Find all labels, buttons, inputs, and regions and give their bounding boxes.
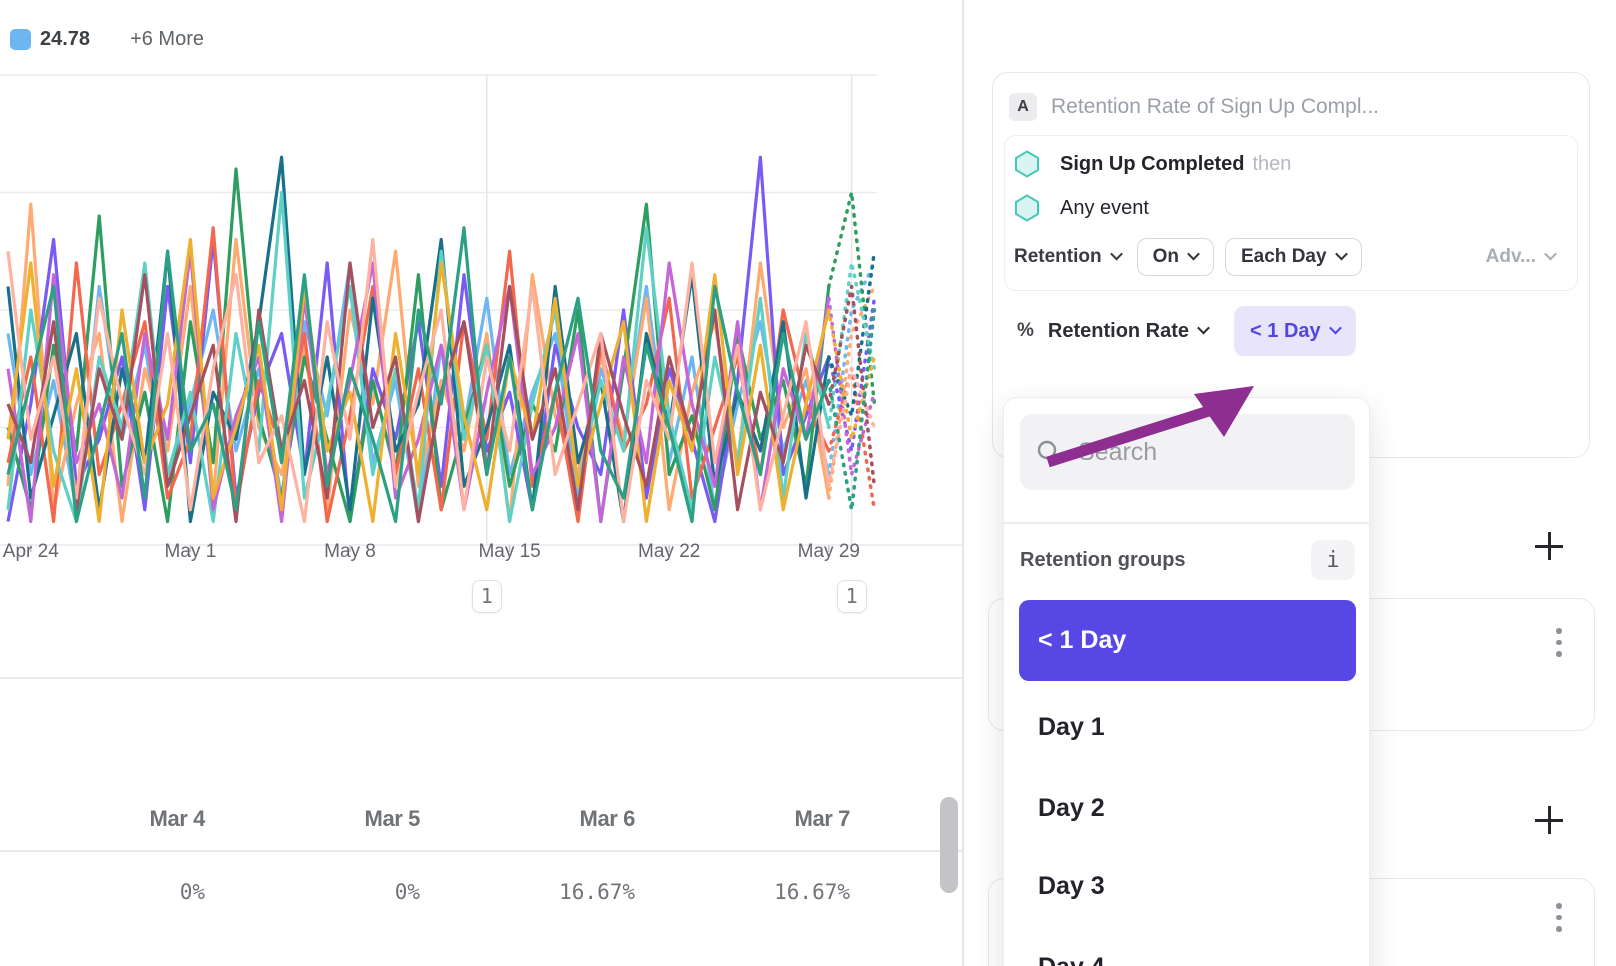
retention-group-dropdown[interactable]: < 1 Day [1234, 306, 1356, 356]
card-header: A Retention Rate of Sign Up Compl... [993, 73, 1589, 135]
chevron-down-icon [1335, 248, 1348, 261]
pane-divider [962, 0, 964, 966]
dropdown-option-day-1[interactable]: Day 1 [1019, 705, 1356, 749]
kebab-icon [1556, 628, 1562, 634]
event-row-1[interactable]: Sign Up Completed then [1014, 150, 1561, 178]
vertical-scrollbar[interactable] [940, 797, 958, 893]
card-title: Retention Rate of Sign Up Compl... [1051, 95, 1379, 119]
hexagon-event-icon [1014, 150, 1040, 178]
table-header-row: Mar 4Mar 5Mar 6Mar 7 [0, 806, 860, 832]
table-value-cell: 16.67% [430, 880, 645, 904]
table-value-cell: 16.67% [645, 880, 860, 904]
metric-dropdown[interactable]: Retention Rate [1048, 320, 1208, 343]
chevron-down-icon [1110, 248, 1123, 261]
retention-type-dropdown[interactable]: Retention [1014, 246, 1121, 268]
event-suffix: then [1252, 153, 1291, 176]
series-swatch [10, 29, 31, 50]
table-value-cell: 0% [0, 880, 215, 904]
chevron-down-icon [1544, 248, 1557, 261]
on-dropdown[interactable]: On [1137, 238, 1214, 276]
event-name: Sign Up Completed [1060, 153, 1244, 176]
x-axis-label: Apr 24 [3, 541, 59, 563]
chevron-down-icon [1197, 322, 1210, 335]
series-a-badge: A [1009, 93, 1037, 121]
info-icon[interactable]: i [1311, 540, 1355, 580]
x-axis-label: May 29 [798, 541, 860, 563]
percent-icon: % [1017, 320, 1034, 342]
metric-row: % Retention Rate < 1 Day [1017, 306, 1589, 356]
table-header-cell: Mar 7 [645, 806, 860, 832]
table-value-row: 0%0%16.67%16.67% [0, 880, 860, 904]
event-name: Any event [1060, 197, 1149, 220]
annotation-badge[interactable]: 1 [837, 580, 867, 613]
retention-table: Mar 4Mar 5Mar 6Mar 7 0%0%16.67%16.67% [0, 806, 860, 904]
chart-card-bottom-divider [0, 677, 962, 679]
chart-pane: 24.78 +6 More Apr 24 May 1 May 8 May 15 May … [0, 0, 962, 966]
more-options-button[interactable] [1552, 624, 1566, 661]
table-header-cell: Mar 4 [0, 806, 215, 832]
add-metric-button[interactable] [1532, 803, 1566, 837]
kebab-icon [1556, 903, 1562, 909]
interval-dropdown[interactable]: Each Day [1225, 238, 1362, 276]
search-input[interactable] [1078, 438, 1339, 467]
table-header-cell: Mar 5 [215, 806, 430, 832]
event-row-2[interactable]: Any event [1014, 194, 1561, 222]
advanced-dropdown[interactable]: Adv... [1486, 246, 1555, 268]
x-axis-label: May 15 [478, 541, 540, 563]
search-box[interactable] [1020, 414, 1355, 490]
retention-group-menu: Retention groups i < 1 Day Day 1 Day 2 Day … [1003, 397, 1370, 966]
retention-controls-row: Retention On Each Day Adv... [1014, 238, 1561, 276]
dropdown-option-1-day[interactable]: < 1 Day [1019, 600, 1356, 681]
x-axis-label: May 1 [165, 541, 217, 563]
more-options-button[interactable] [1552, 899, 1566, 936]
group-label: Retention groups [1020, 549, 1186, 572]
group-header-row: Retention groups i [1020, 538, 1355, 582]
event-steps-card: Sign Up Completed then Any event Retenti… [1004, 135, 1578, 291]
x-axis-label: May 22 [638, 541, 700, 563]
chevron-down-icon [1329, 322, 1342, 335]
hexagon-event-icon [1014, 194, 1040, 222]
dropdown-option-day-4[interactable]: Day 4 [1019, 945, 1356, 966]
series-label: 24.78 [40, 28, 90, 51]
legend-more-link[interactable]: +6 More [130, 28, 204, 51]
chart-legend: 24.78 +6 More [10, 28, 204, 51]
table-header-cell: Mar 6 [430, 806, 645, 832]
chevron-down-icon [1187, 248, 1200, 261]
annotation-badge[interactable]: 1 [472, 580, 502, 613]
x-axis-label: May 8 [324, 541, 376, 563]
dropdown-option-day-3[interactable]: Day 3 [1019, 864, 1356, 908]
search-icon [1036, 439, 1062, 465]
add-metric-button[interactable] [1532, 529, 1566, 563]
table-divider [0, 850, 962, 852]
menu-divider [1004, 522, 1369, 524]
dropdown-option-day-2[interactable]: Day 2 [1019, 786, 1356, 830]
table-value-cell: 0% [215, 880, 430, 904]
